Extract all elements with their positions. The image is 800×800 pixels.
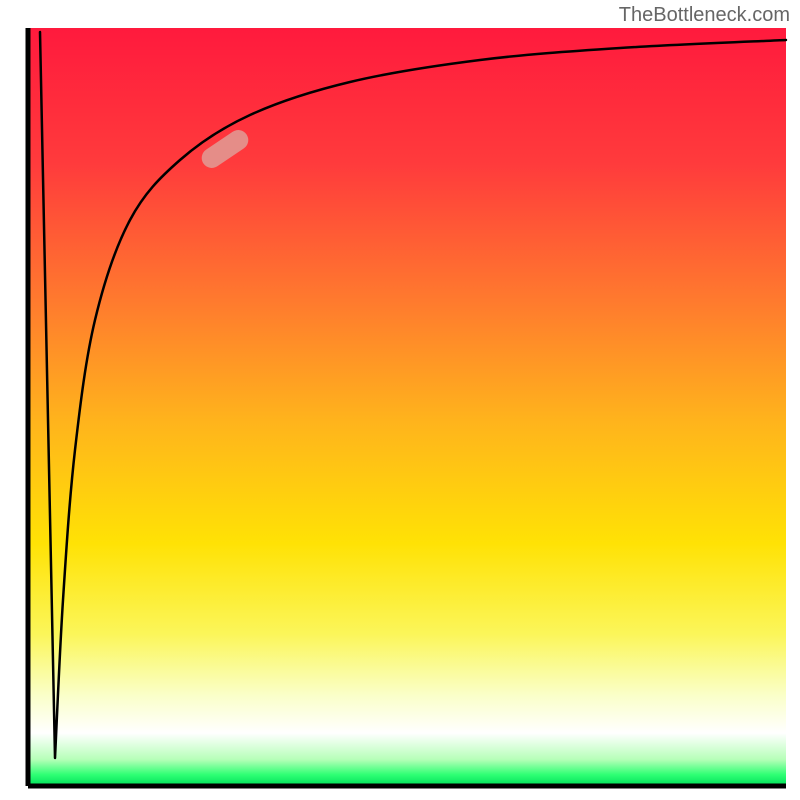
watermark-text: TheBottleneck.com <box>619 4 790 27</box>
bottleneck-curve-chart <box>0 0 800 800</box>
plot-background-gradient <box>28 28 786 786</box>
chart-container: TheBottleneck.com <box>0 0 800 800</box>
